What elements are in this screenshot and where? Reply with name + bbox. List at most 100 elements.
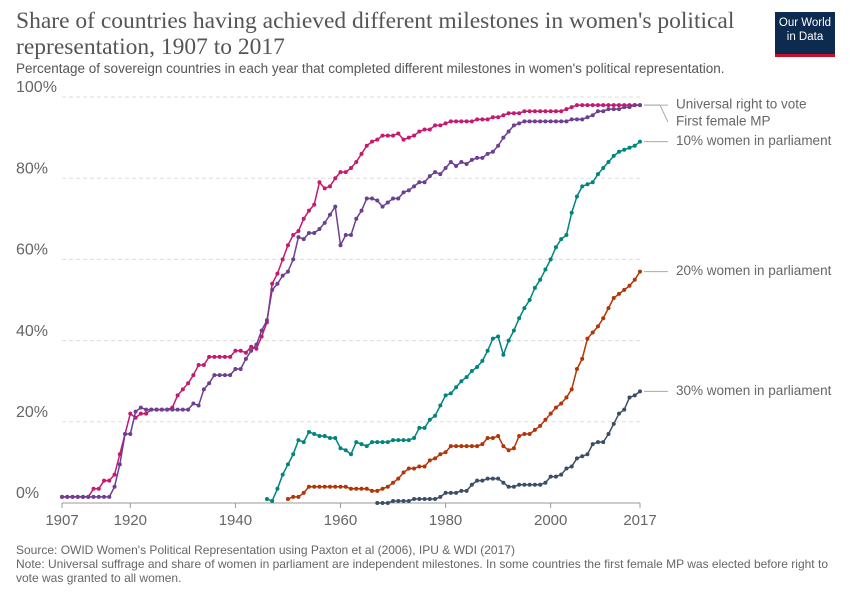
y-tick-label: 80% (16, 160, 48, 177)
data-point (585, 115, 590, 120)
data-point (585, 336, 590, 341)
data-point (380, 501, 385, 505)
data-point (338, 484, 343, 489)
data-point (548, 474, 553, 479)
data-point (333, 436, 338, 441)
data-point (354, 216, 359, 221)
data-point (580, 103, 585, 108)
data-point (590, 103, 595, 108)
series-line (287, 271, 641, 500)
data-point (606, 103, 611, 108)
data-point (275, 486, 280, 491)
data-point (201, 387, 206, 392)
data-point (327, 436, 332, 441)
data-point (375, 198, 380, 203)
data-point (443, 450, 448, 455)
data-point (301, 237, 306, 242)
data-point (464, 161, 469, 166)
data-point (606, 306, 611, 311)
data-point (616, 291, 621, 296)
data-point (291, 452, 296, 457)
series-label: 20% women in parliament (676, 263, 832, 278)
data-point (291, 233, 296, 238)
data-point (427, 417, 432, 422)
data-point (601, 166, 606, 171)
data-point (574, 103, 579, 108)
data-point (364, 196, 369, 201)
data-point (553, 474, 558, 479)
x-tick-label: 2000 (534, 512, 567, 529)
data-point (580, 454, 585, 459)
data-point (107, 494, 112, 499)
data-point (522, 109, 527, 114)
data-point (391, 498, 396, 503)
data-point (543, 119, 548, 124)
data-point (638, 139, 642, 144)
data-point (459, 159, 464, 164)
data-point (574, 367, 579, 372)
data-point (102, 494, 107, 499)
data-point (385, 501, 390, 505)
logo-text: in Data (786, 31, 824, 43)
data-point (270, 287, 275, 292)
data-point (417, 464, 422, 469)
data-point (427, 496, 432, 501)
data-point (275, 281, 280, 286)
data-point (480, 442, 485, 447)
data-point (180, 407, 185, 412)
data-point (506, 111, 511, 116)
data-point (538, 482, 543, 487)
data-point (454, 444, 459, 449)
data-point (396, 438, 401, 443)
data-point (401, 438, 406, 443)
series-label: First female MP (676, 114, 771, 129)
data-point (606, 107, 611, 112)
logo[interactable]: Our World in Data (775, 12, 835, 57)
data-point (496, 143, 501, 148)
data-point (222, 373, 227, 378)
data-point (632, 103, 637, 108)
data-point (611, 295, 616, 300)
data-point (396, 196, 401, 201)
data-point (422, 180, 427, 185)
data-point (548, 411, 553, 416)
x-tick-label: 1980 (429, 512, 462, 529)
data-point (553, 245, 558, 250)
data-point (632, 143, 637, 148)
data-point (469, 444, 474, 449)
data-point (538, 119, 543, 124)
data-point (622, 147, 627, 152)
data-point (538, 423, 543, 428)
data-point (312, 231, 317, 236)
data-point (438, 452, 443, 457)
data-point (485, 117, 490, 122)
data-point (322, 434, 327, 439)
data-point (233, 367, 238, 372)
data-point (517, 434, 522, 439)
data-point (343, 170, 348, 175)
series-line (62, 104, 640, 498)
data-point (359, 486, 364, 491)
data-point (138, 405, 143, 410)
data-point (228, 373, 233, 378)
data-point (391, 480, 396, 485)
data-point (391, 438, 396, 443)
data-point (317, 226, 322, 231)
data-point (112, 472, 117, 477)
logo-text: Our World (778, 17, 832, 29)
data-point (595, 109, 600, 114)
data-point (527, 109, 532, 114)
data-point (448, 444, 453, 449)
data-point (496, 115, 501, 120)
data-point (433, 413, 438, 418)
data-point (448, 159, 453, 164)
series-line (62, 104, 640, 498)
data-point (354, 440, 359, 445)
data-point (291, 494, 296, 499)
data-point (553, 119, 558, 124)
data-point (301, 440, 306, 445)
data-point (123, 431, 128, 436)
data-point (475, 155, 480, 160)
data-point (259, 328, 264, 333)
data-point (312, 431, 317, 436)
